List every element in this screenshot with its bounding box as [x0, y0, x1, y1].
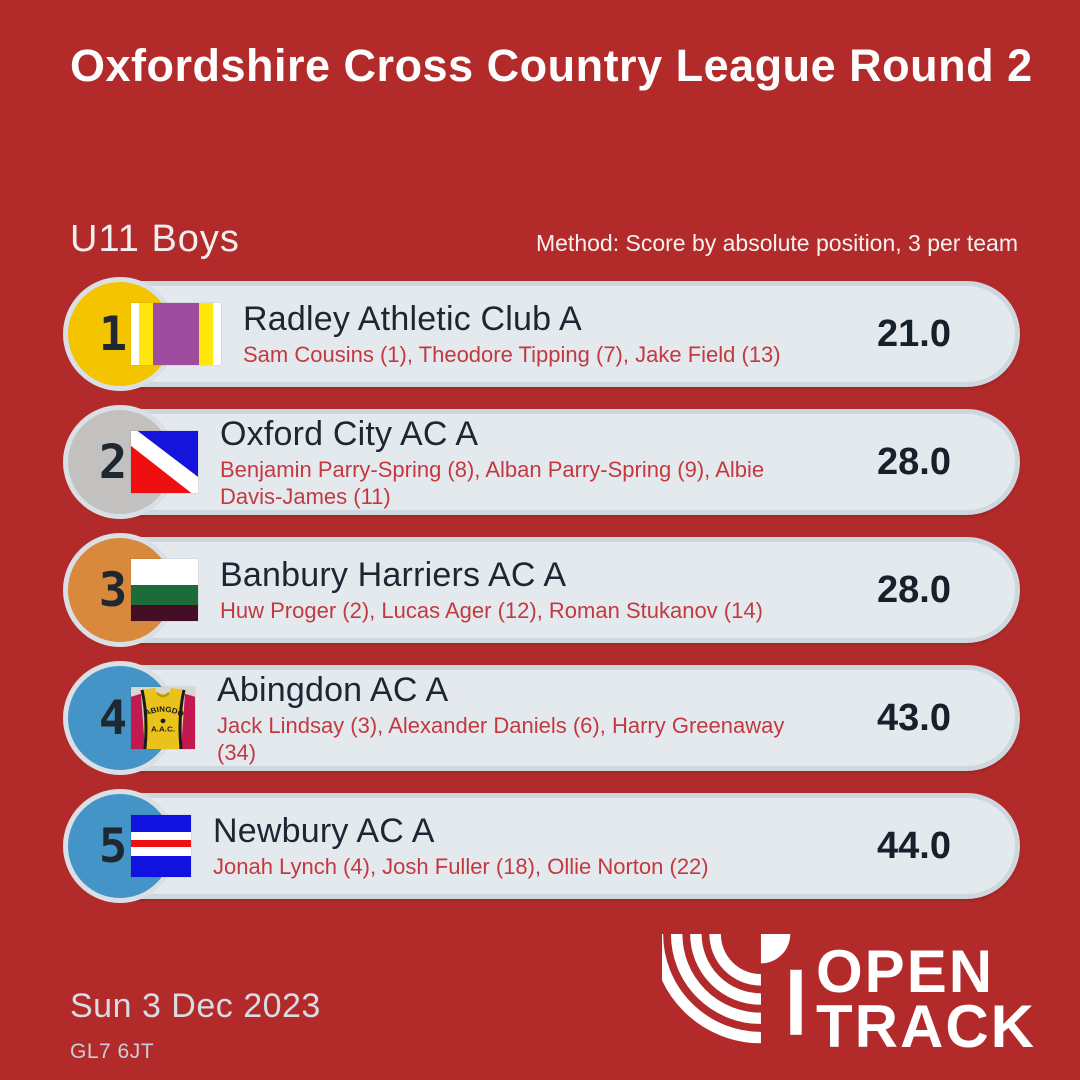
flag-stripe — [131, 832, 191, 841]
flag-stripe — [131, 585, 198, 605]
team-score: 28.0 — [877, 440, 951, 483]
team-runners: Sam Cousins (1), Theodore Tipping (7), J… — [243, 342, 781, 368]
team-name: Abingdon AC A — [217, 671, 449, 710]
team-score: 43.0 — [877, 696, 951, 739]
team-runners: Jack Lindsay (3), Alexander Daniels (6),… — [217, 713, 785, 765]
team-runners: Jonah Lynch (4), Josh Fuller (18), Ollie… — [213, 854, 709, 880]
flag-stripe — [131, 847, 191, 856]
team-runners: Benjamin Parry-Spring (8), Alban Parry-S… — [220, 457, 765, 509]
flag-stripe — [131, 815, 191, 833]
team-info: Newbury AC A Jonah Lynch (4), Josh Fulle… — [213, 811, 709, 881]
flag-stripe — [199, 303, 213, 365]
club-flag-icon — [131, 431, 198, 493]
flag-stripe — [131, 604, 198, 621]
flag-stripe — [131, 855, 191, 877]
rank-number: 5 — [98, 818, 128, 874]
results-list: 1 Radley Athletic Club A Sam Cousins (1)… — [63, 277, 1020, 903]
team-info: Oxford City AC A Benjamin Parry-Spring (… — [220, 414, 810, 510]
team-row: 3 Banbury Harriers AC A Huw Proger (2), … — [63, 533, 1020, 647]
section-title: U11 Boys — [70, 218, 240, 260]
flag-stripe — [139, 303, 153, 365]
team-score: 28.0 — [877, 568, 951, 611]
team-name: Oxford City AC A — [220, 415, 479, 454]
event-postcode: GL7 6JT — [70, 1040, 155, 1063]
team-row: 4 ABINGDONA.A.C. Abingdon AC A Jack Lind… — [63, 661, 1020, 775]
team-runners: Huw Proger (2), Lucas Ager (12), Roman S… — [220, 598, 763, 624]
team-score: 44.0 — [877, 824, 951, 867]
logo-line-open: OPEN — [816, 937, 995, 1005]
team-info: Radley Athletic Club A Sam Cousins (1), … — [243, 299, 781, 369]
footer-meta: Sun 3 Dec 2023 GL7 6JT — [70, 987, 321, 1064]
event-date: Sun 3 Dec 2023 — [70, 987, 321, 1025]
club-flag-icon — [131, 815, 191, 877]
team-info: Abingdon AC A Jack Lindsay (3), Alexande… — [217, 670, 807, 766]
flag-stripe — [131, 559, 198, 586]
poster-title: Oxfordshire Cross Country League Round 2 — [70, 40, 1033, 91]
section-bar: U11 Boys Method: Score by absolute posit… — [70, 218, 1018, 261]
rank-number: 1 — [98, 306, 128, 362]
team-name: Radley Athletic Club A — [243, 300, 582, 339]
method-note: Method: Score by absolute position, 3 pe… — [535, 230, 1018, 256]
rank-number: 2 — [98, 434, 128, 490]
team-name: Banbury Harriers AC A — [220, 556, 567, 595]
team-info: Banbury Harriers AC A Huw Proger (2), Lu… — [220, 555, 763, 625]
opentrack-logo: OPEN TRACK — [662, 924, 1036, 1060]
team-row: 1 Radley Athletic Club A Sam Cousins (1)… — [63, 277, 1020, 391]
svg-text:A.A.C.: A.A.C. — [151, 725, 175, 734]
club-flag-icon: ABINGDONA.A.C. — [131, 687, 195, 749]
flag-stripe — [131, 303, 140, 365]
flag-stripe — [152, 303, 200, 365]
track-bend-icon — [662, 933, 802, 1044]
club-flag-icon — [131, 303, 221, 365]
team-name: Newbury AC A — [213, 812, 435, 851]
team-row: 2 Oxford City AC A Benjamin Parry-Spring… — [63, 405, 1020, 519]
opentrack-wordmark: OPEN TRACK — [816, 937, 1036, 1060]
rank-number: 4 — [98, 690, 128, 746]
logo-line-track: TRACK — [816, 992, 1036, 1060]
team-score: 21.0 — [877, 312, 951, 355]
team-row: 5 Newbury AC A Jonah Lynch (4), Josh Ful… — [63, 789, 1020, 903]
rank-number: 3 — [98, 562, 128, 618]
flag-stripe — [131, 840, 191, 848]
flag-stripe — [212, 303, 221, 365]
club-flag-icon — [131, 559, 198, 621]
